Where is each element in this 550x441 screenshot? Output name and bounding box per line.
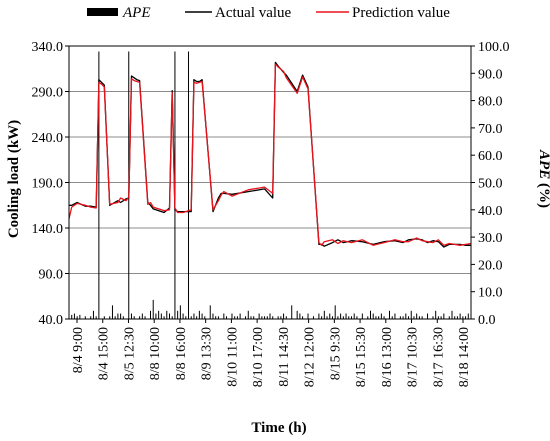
x-tick-label: 8/4 15:00 [97,327,112,380]
x-tick-label: 8/5 12:30 [122,327,137,380]
right-y-axis-ticks: 100.0 90.0 80.0 70.0 60.0 50.0 40.0 30.0 20.0 10.… [471,40,510,328]
y-tick-label: 140.0 [32,222,64,237]
legend-label-ape: APE [122,5,151,21]
x-tick-label: 8/18 14:00 [457,327,472,387]
legend-swatch-ape [87,8,118,16]
y-axis-right-label-italic: APE [536,149,550,179]
y-axis-label: Cooling load (kW) [6,120,22,238]
x-tick-label: 8/8 10:00 [148,327,163,380]
x-tick-label: 8/17 10:30 [406,327,421,387]
prediction-value-line [68,63,472,246]
x-tick-label: 8/10 17:00 [251,327,266,387]
y-right-tick-label: 70.0 [478,122,503,137]
y-tick-label: 190.0 [32,177,64,192]
y-right-tick-label: 100.0 [478,40,510,55]
y-tick-label: 290.0 [32,86,64,101]
x-tick-label: 8/12 12:00 [303,327,318,387]
x-tick-label: 8/15 9:30 [328,327,343,380]
x-tick-label: 8/11 14:30 [277,327,292,387]
legend: APE Actual value Prediction value [87,5,450,21]
y-right-tick-label: 40.0 [478,204,503,219]
y-axis-right-label: APE (%) [536,149,550,208]
y-right-tick-label: 80.0 [478,95,503,110]
x-axis-label: Time (h) [251,420,306,436]
y-right-tick-label: 50.0 [478,177,503,192]
x-axis-ticks: 8/4 9:00 8/4 15:00 8/5 12:30 8/8 10:00 8/8 1… [71,319,472,387]
y-right-tick-label: 60.0 [478,149,503,164]
legend-label-prediction: Prediction value [352,5,450,21]
x-tick-label: 8/15 15:30 [354,327,369,387]
y-tick-label: 240.0 [32,131,64,146]
x-tick-label: 8/10 11:00 [225,327,240,387]
y-right-tick-label: 90.0 [478,67,503,82]
actual-value-line [69,61,471,248]
y-right-tick-label: 30.0 [478,231,503,246]
x-tick-label: 8/4 9:00 [71,327,86,373]
x-tick-label: 8/16 13:00 [380,327,395,387]
x-tick-label: 8/9 13:30 [200,327,215,380]
x-tick-label: 8/8 16:00 [174,327,189,380]
left-y-axis-ticks: 340.0 290.0 240.0 190.0 140.0 90.0 40.0 [32,40,69,328]
y-right-tick-label: 10.0 [478,286,503,301]
y-tick-label: 40.0 [39,313,64,328]
x-tick-label: 8/17 16:30 [431,327,446,387]
series-lines [68,61,472,248]
y-right-tick-label: 20.0 [478,258,503,273]
y-tick-label: 340.0 [32,40,64,55]
y-right-tick-label: 0.0 [478,313,496,328]
legend-label-actual: Actual value [215,5,292,21]
y-tick-label: 90.0 [39,268,64,283]
y-axis-right-label-suffix: (%) [536,179,550,208]
